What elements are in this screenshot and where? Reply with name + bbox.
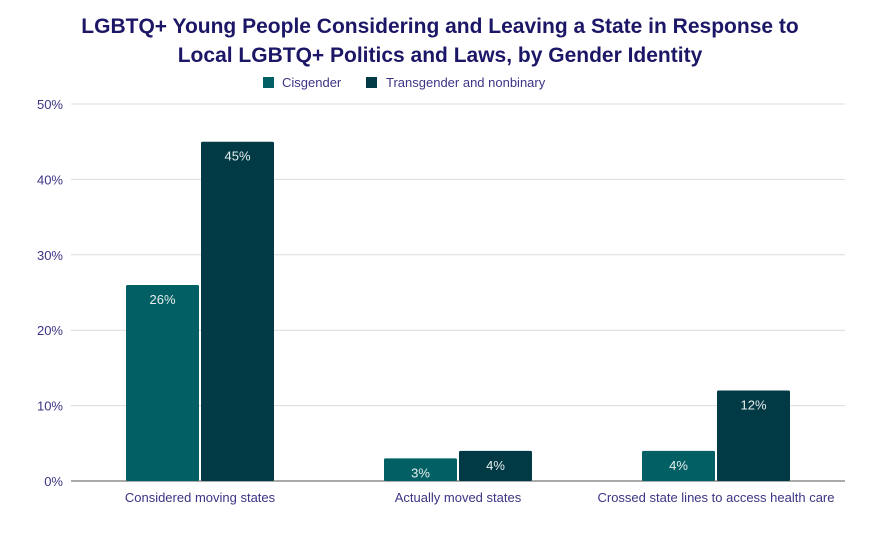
y-tick-label: 10%	[37, 399, 63, 414]
bar	[459, 450, 532, 481]
x-tick-label: Considered moving states	[125, 490, 276, 505]
y-tick-label: 40%	[37, 172, 63, 187]
legend-label-cisgender: Cisgender	[282, 75, 342, 90]
data-label: 45%	[224, 149, 250, 164]
chart-title-line-1: LGBTQ+ Young People Considering and Leav…	[81, 15, 798, 38]
x-tick-label: Crossed state lines to access health car…	[597, 490, 834, 505]
bar	[717, 390, 790, 481]
data-label: 4%	[669, 458, 688, 473]
data-label: 12%	[740, 398, 766, 413]
y-tick-label: 30%	[37, 248, 63, 263]
legend-label-transgender-nonbinary: Transgender and nonbinary	[386, 75, 546, 90]
y-tick-label: 0%	[44, 474, 63, 489]
legend: Cisgender Transgender and nonbinary	[263, 75, 546, 90]
bar	[201, 141, 274, 481]
bar	[642, 450, 715, 481]
data-label: 3%	[411, 465, 430, 480]
bar	[126, 284, 199, 481]
legend-swatch-transgender-nonbinary	[366, 77, 377, 88]
data-label: 4%	[486, 458, 505, 473]
x-tick-label: Actually moved states	[395, 490, 522, 505]
legend-swatch-cisgender	[263, 77, 274, 88]
bar	[384, 458, 457, 481]
y-tick-label: 50%	[37, 97, 63, 112]
data-label: 26%	[149, 292, 175, 307]
chart-title-line-2: Local LGBTQ+ Politics and Laws, by Gende…	[178, 44, 703, 67]
y-tick-label: 20%	[37, 323, 63, 338]
